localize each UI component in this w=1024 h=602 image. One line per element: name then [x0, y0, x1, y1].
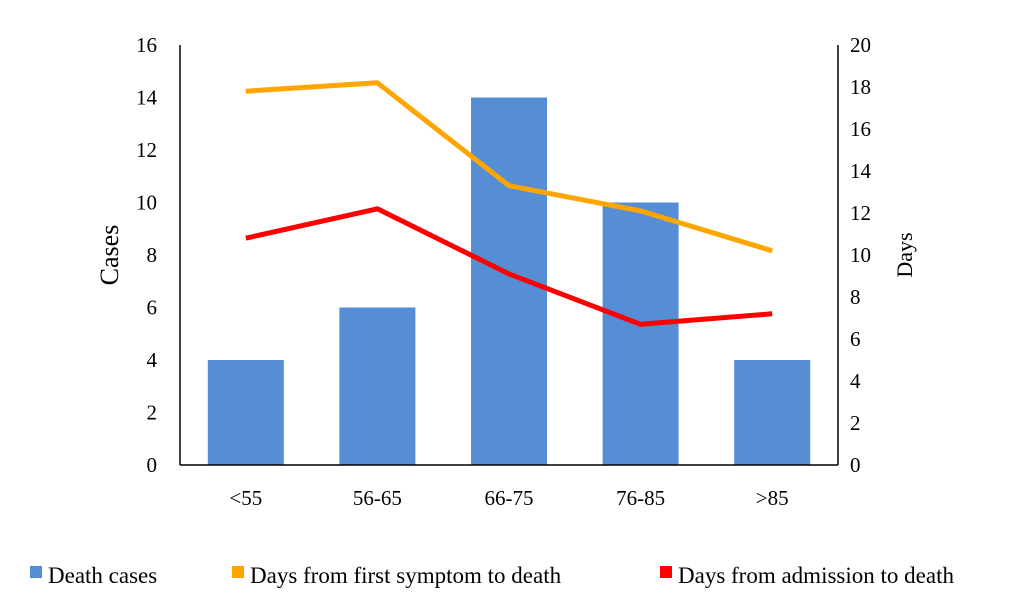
- legend-swatch: [232, 566, 244, 578]
- legend-label: Days from admission to death: [678, 563, 954, 588]
- bar-56-65: [339, 307, 416, 465]
- bar-76-85: [602, 202, 679, 465]
- y2-tick-label: 6: [850, 327, 861, 351]
- y-tick-label: 14: [136, 86, 158, 110]
- y2-tick-label: 0: [850, 453, 861, 477]
- y2-tick-label: 4: [850, 369, 861, 393]
- x-tick-label: >85: [756, 486, 789, 510]
- y-tick-label: 8: [147, 243, 158, 267]
- x-tick-label: 76-85: [616, 486, 665, 510]
- y2-tick-label: 12: [850, 201, 871, 225]
- y2-tick-label: 20: [850, 33, 871, 57]
- legend-label: Death cases: [48, 563, 157, 588]
- x-tick-label: 66-75: [485, 486, 534, 510]
- legend-label: Days from first symptom to death: [250, 563, 562, 588]
- y2-tick-label: 16: [850, 117, 871, 141]
- line-days-from-admission-to-death: [245, 206, 773, 327]
- y2-tick-label: 2: [850, 411, 861, 435]
- y-tick-label: 16: [136, 33, 157, 57]
- x-tick-label: 56-65: [353, 486, 402, 510]
- line-days-from-first-symptom-to-death: [245, 80, 773, 254]
- y-axis-label: Cases: [95, 225, 124, 286]
- y-tick-label: 2: [147, 401, 158, 425]
- y-tick-label: 6: [147, 296, 158, 320]
- y2-tick-label: 18: [850, 75, 871, 99]
- y2-tick-label: 10: [850, 243, 871, 267]
- bar-66-75: [471, 97, 547, 465]
- bar->85: [734, 360, 811, 465]
- y2-tick-label: 8: [850, 285, 861, 309]
- y-tick-label: 10: [136, 191, 157, 215]
- legend-swatch: [30, 566, 42, 578]
- y-tick-label: 0: [147, 453, 158, 477]
- y2-axis-label: Days: [892, 232, 917, 277]
- x-tick-label: <55: [229, 486, 262, 510]
- y2-tick-label: 14: [850, 159, 872, 183]
- legend-swatch: [660, 566, 672, 578]
- bar-<55: [207, 360, 284, 465]
- y-tick-label: 4: [147, 348, 158, 372]
- y-tick-label: 12: [136, 138, 157, 162]
